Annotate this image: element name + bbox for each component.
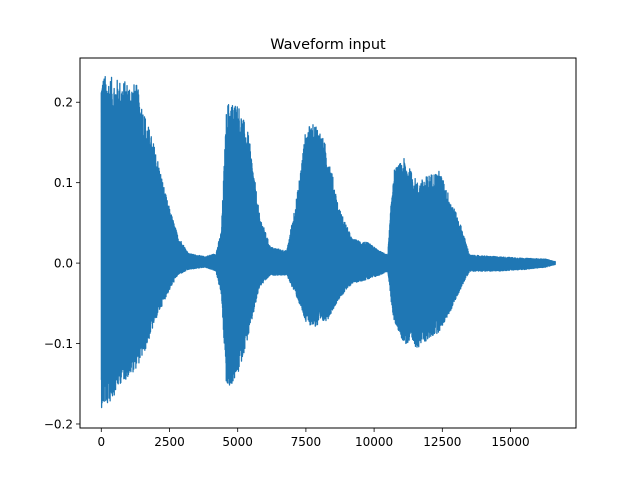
x-tick-label: 5000 [222, 435, 253, 449]
y-tick-label: 0.0 [54, 257, 73, 271]
y-tick-label: 0.2 [54, 96, 73, 110]
chart-title: Waveform input [270, 37, 386, 53]
y-tick-label: −0.1 [44, 337, 73, 351]
x-tick-label: 15000 [491, 435, 529, 449]
x-tick-label: 2500 [154, 435, 185, 449]
waveform-line [100, 76, 556, 409]
x-tick-label: 12500 [423, 435, 461, 449]
x-tick-label: 0 [97, 435, 105, 449]
plot-area [79, 57, 577, 429]
axes-frame [79, 57, 577, 429]
y-tick-label: −0.2 [44, 417, 73, 431]
y-tick-label: 0.1 [54, 176, 73, 190]
x-axis: 0 2500 5000 7500 10000 12500 15000 [97, 428, 530, 449]
waveform-series [100, 76, 556, 409]
y-axis: −0.2 −0.1 0.0 0.1 0.2 [44, 96, 80, 431]
x-tick-label: 7500 [291, 435, 322, 449]
x-tick-label: 10000 [355, 435, 393, 449]
